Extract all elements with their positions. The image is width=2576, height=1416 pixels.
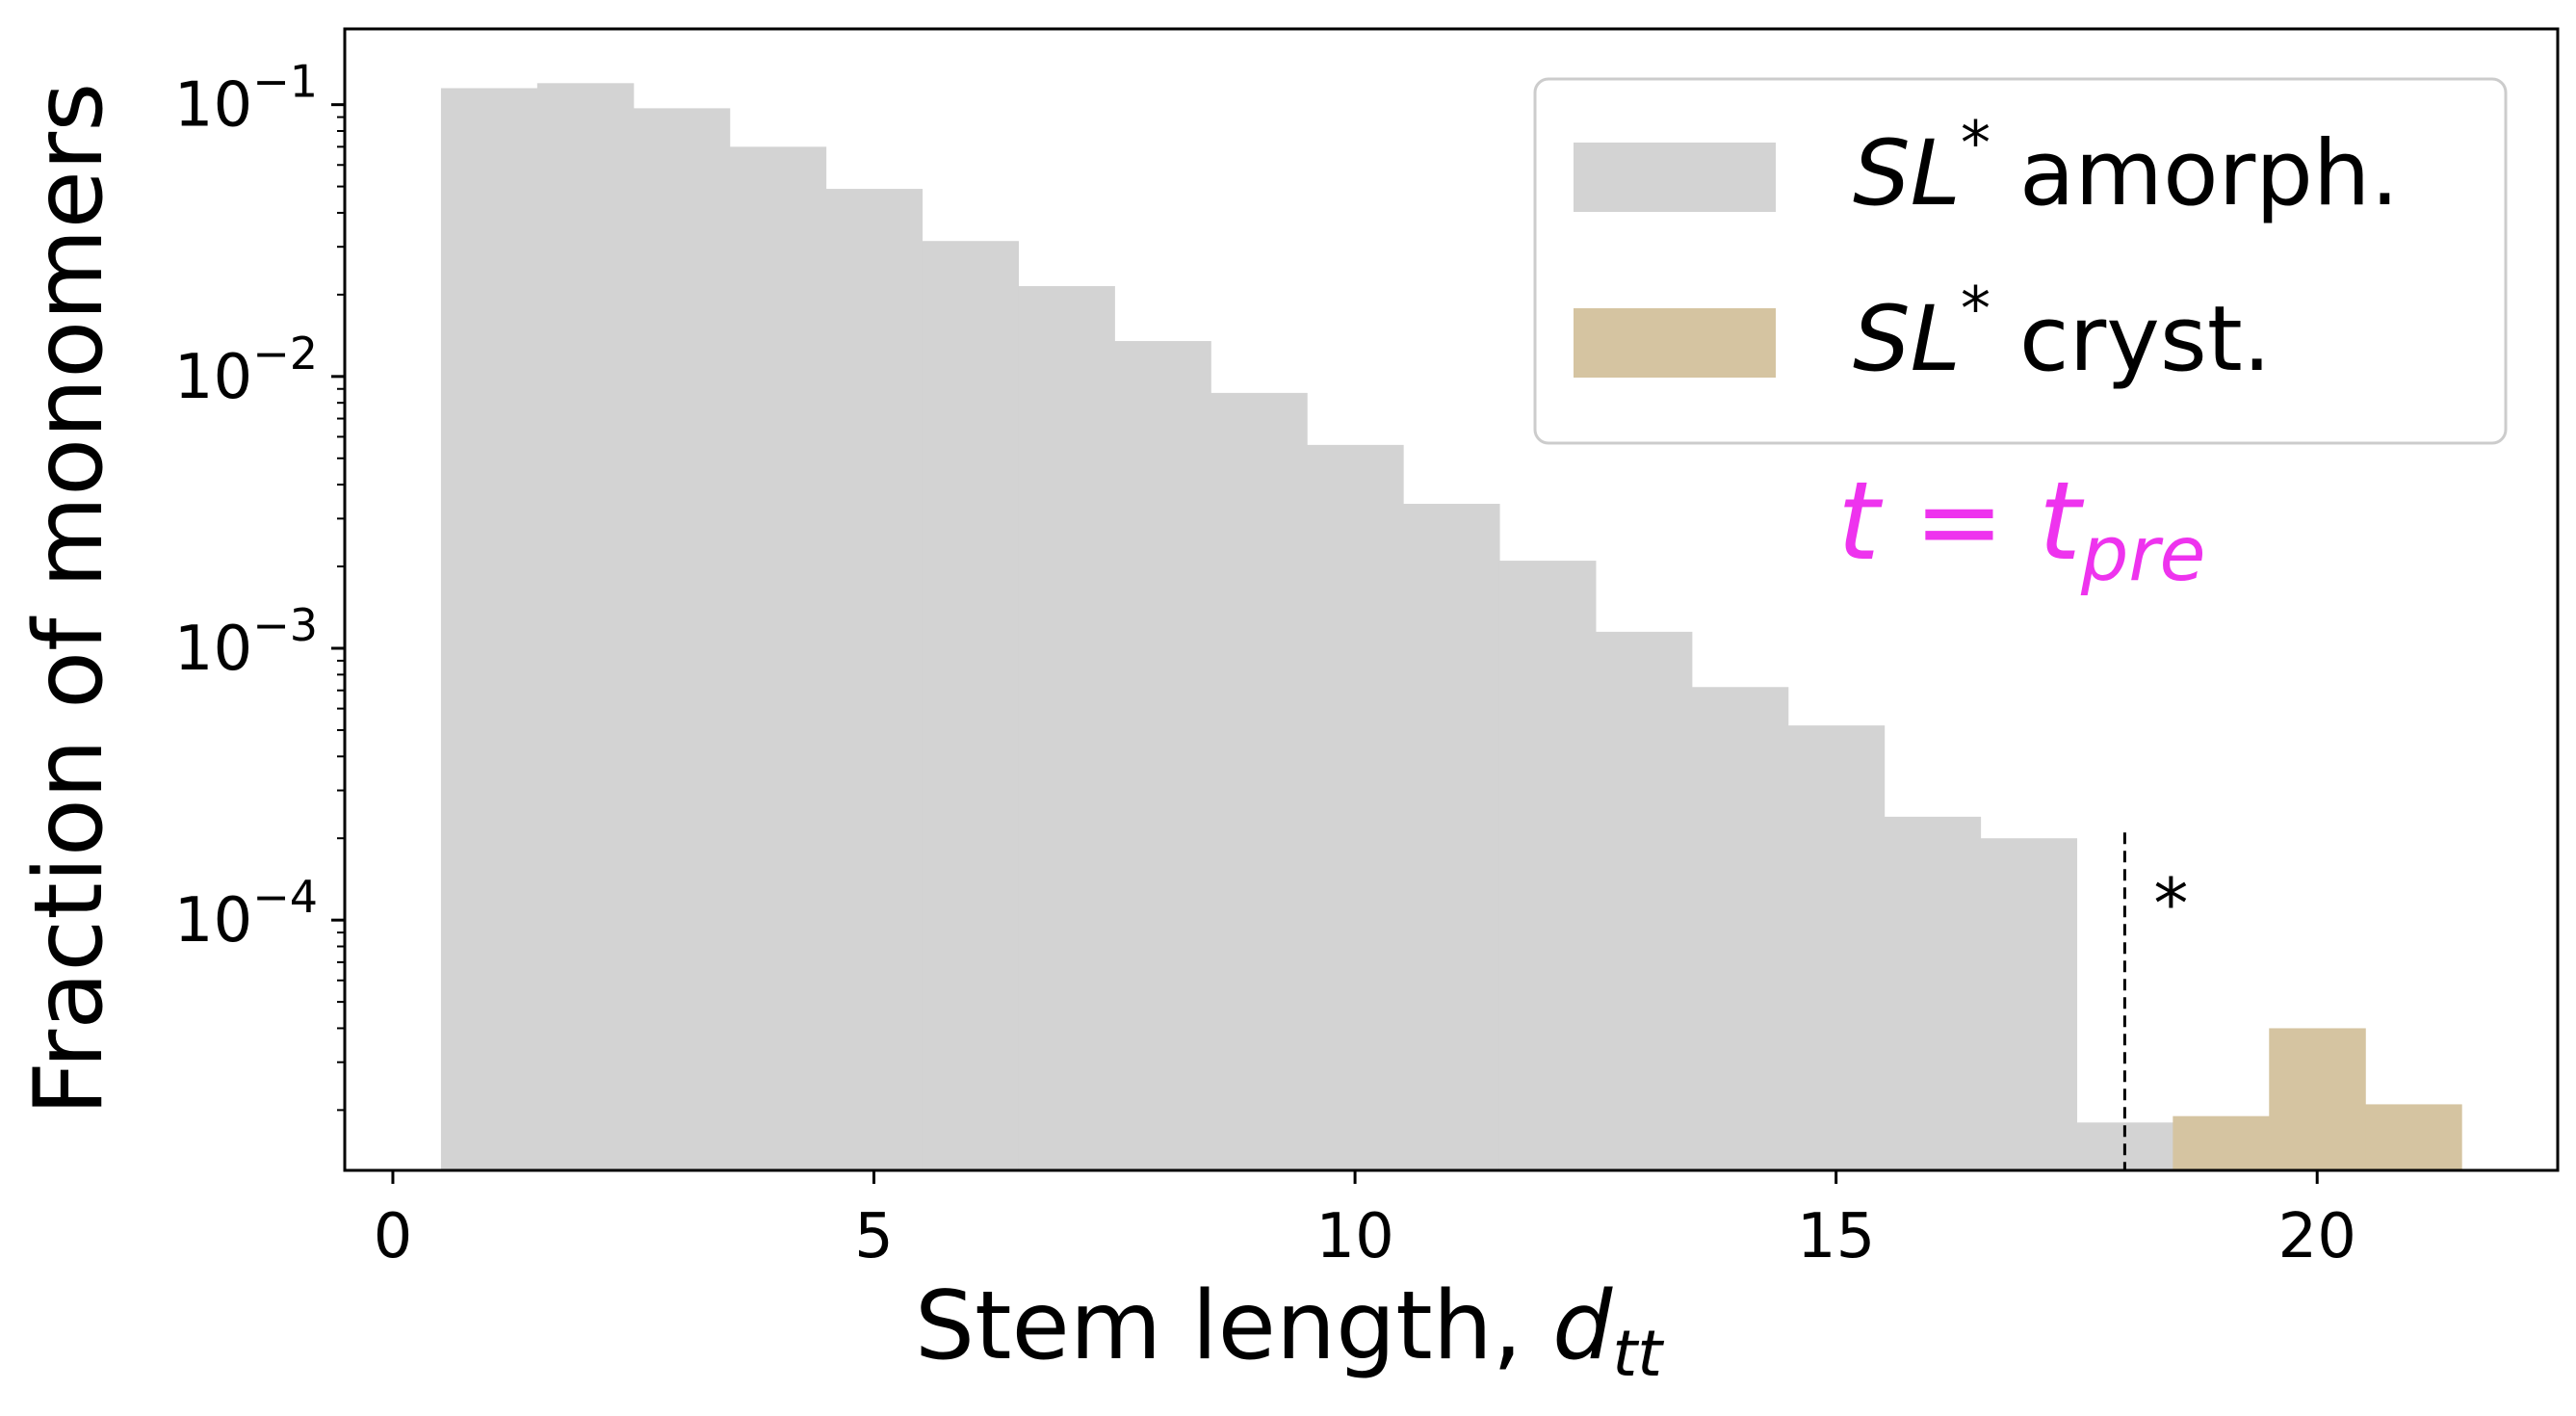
bar-amorph-16	[1884, 816, 1982, 1170]
bar-amorph-11	[1403, 504, 1500, 1170]
x-tick-label-0: 0	[374, 1201, 413, 1272]
y-tick-label-1: 10−2	[174, 328, 318, 413]
x-axis-ticks: 0 5 10 15 20	[374, 1170, 2356, 1272]
bar-amorph-1	[440, 88, 538, 1170]
legend-label-cryst: SL* cryst.	[1853, 274, 2272, 392]
bar-amorph-10	[1307, 444, 1404, 1171]
bar-cryst-19	[2173, 1115, 2270, 1170]
plot-frame	[343, 27, 2560, 1172]
bar-amorph-14	[1691, 687, 1789, 1170]
bar-amorph-13	[1595, 631, 1693, 1170]
bar-cryst-21	[2365, 1104, 2462, 1170]
bar-amorph-2	[536, 83, 635, 1171]
legend-label-amorph: SL* amorph.	[1853, 108, 2399, 226]
bar-amorph-12	[1498, 561, 1597, 1170]
bar-amorph-5	[825, 189, 924, 1170]
bars-layer	[440, 83, 2462, 1171]
bar-amorph-6	[922, 241, 1019, 1170]
x-tick-label-20: 20	[2277, 1201, 2355, 1272]
y-tick-label-0: 10−1	[174, 56, 318, 142]
x-tick-label-15: 15	[1797, 1201, 1875, 1272]
x-axis-label: Stem length, dtt	[915, 1272, 1664, 1391]
legend-swatch-cryst	[1574, 308, 1776, 378]
legend-frame	[1533, 77, 2508, 445]
legend-swatch-amorph	[1574, 143, 1776, 212]
threshold-label: *	[2153, 863, 2188, 944]
legend: SL* amorph. SL* cryst.	[1533, 77, 2508, 445]
bar-cryst-20	[2269, 1028, 2366, 1170]
y-tick-label-3: 10−4	[174, 871, 318, 957]
y-tick-label-2: 10−3	[174, 599, 318, 685]
x-tick-label-10: 10	[1315, 1201, 1393, 1272]
bar-amorph-17	[1980, 838, 2078, 1170]
time-annotation: t = tpre	[1837, 459, 2205, 598]
y-axis-ticks: 10−1 10−2 10−3 10−4	[174, 56, 345, 1112]
bar-amorph-15	[1787, 725, 1886, 1170]
bar-amorph-8	[1114, 341, 1211, 1170]
x-tick-label-5: 5	[854, 1201, 894, 1272]
bar-amorph-9	[1210, 392, 1308, 1170]
bar-amorph-4	[729, 146, 827, 1171]
bar-amorph-7	[1018, 286, 1115, 1170]
bar-amorph-3	[633, 108, 731, 1170]
y-axis-label: Fraction of monomers	[14, 83, 124, 1116]
